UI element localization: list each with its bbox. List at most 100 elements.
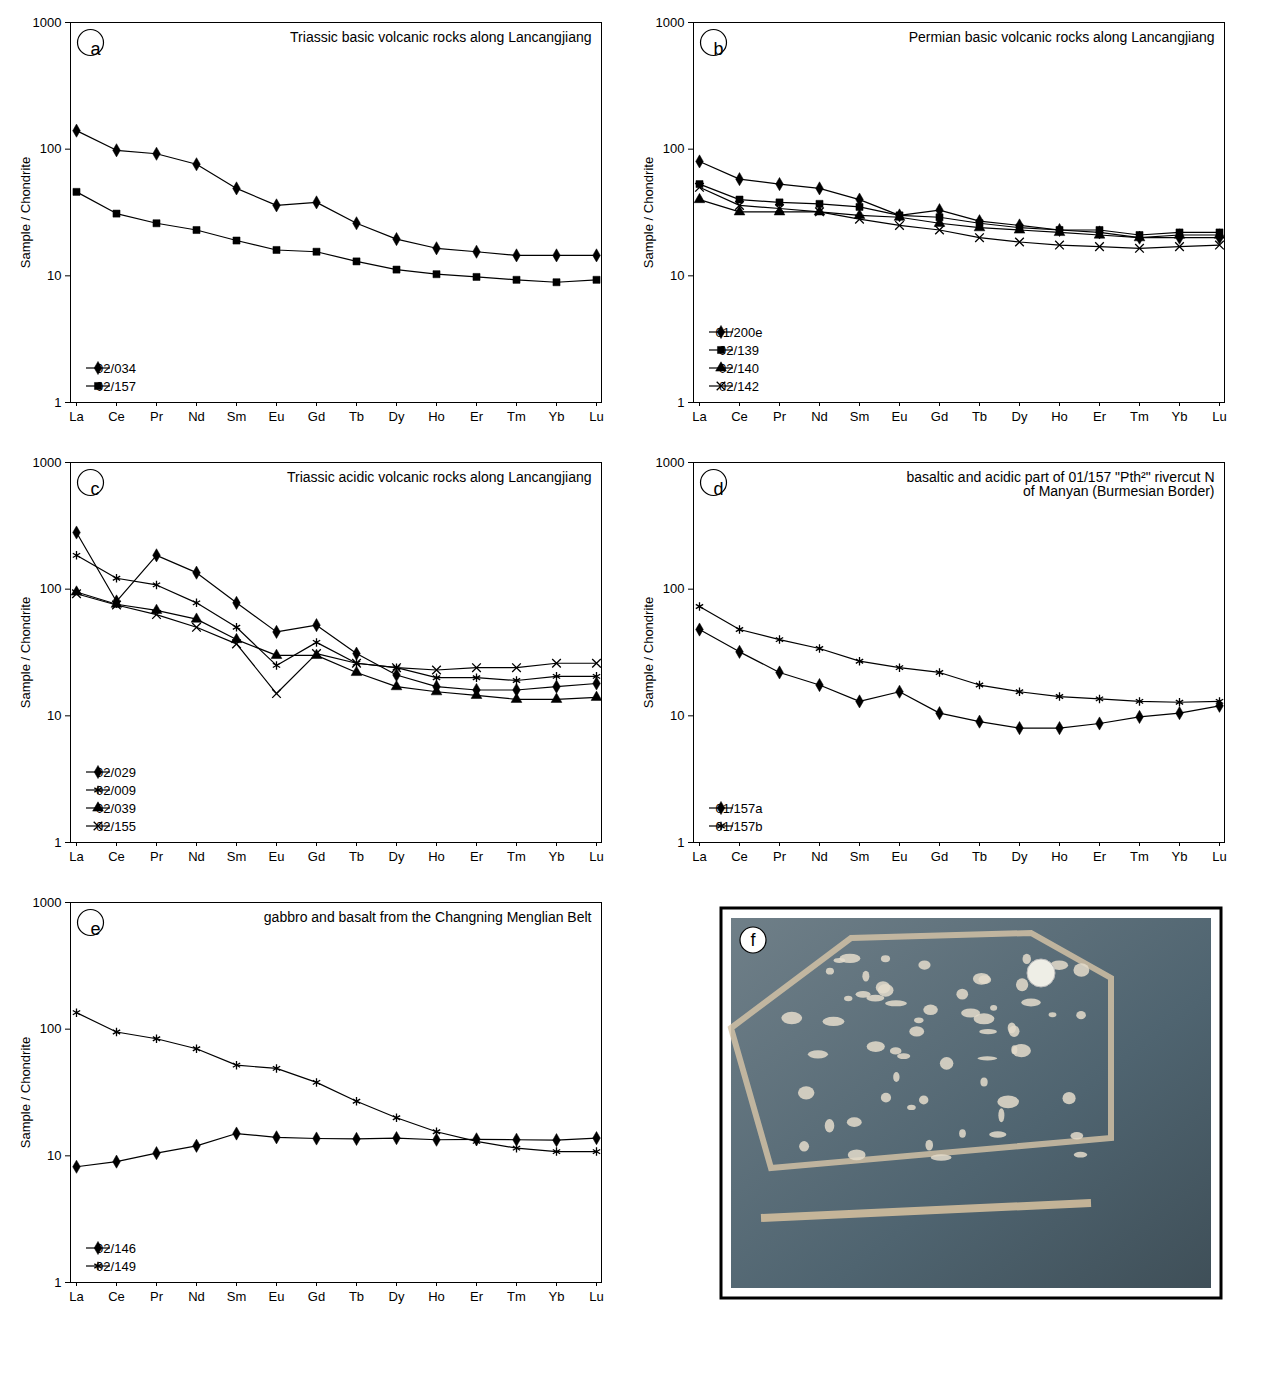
svg-text:Yb: Yb [549, 849, 565, 864]
svg-text:100: 100 [40, 141, 62, 156]
svg-text:Gd: Gd [931, 409, 948, 424]
svg-text:Gd: Gd [308, 409, 325, 424]
svg-text:Sm: Sm [850, 849, 870, 864]
svg-text:Dy: Dy [389, 849, 405, 864]
svg-text:La: La [692, 409, 707, 424]
svg-text:Pr: Pr [150, 1289, 164, 1304]
svg-text:d: d [714, 479, 724, 499]
svg-text:02/155: 02/155 [96, 819, 136, 834]
svg-text:Sm: Sm [850, 409, 870, 424]
svg-text:100: 100 [40, 1021, 62, 1036]
svg-text:Nd: Nd [811, 409, 828, 424]
svg-text:Ho: Ho [1051, 409, 1068, 424]
svg-text:Tb: Tb [972, 409, 987, 424]
svg-text:Er: Er [1093, 409, 1107, 424]
svg-text:02/142: 02/142 [719, 379, 759, 394]
svg-text:01/157a: 01/157a [716, 801, 764, 816]
svg-text:1000: 1000 [33, 895, 62, 910]
svg-text:Lu: Lu [1212, 409, 1226, 424]
svg-text:Tb: Tb [349, 409, 364, 424]
svg-text:Sm: Sm [227, 849, 247, 864]
svg-text:100: 100 [663, 141, 685, 156]
svg-text:La: La [69, 409, 84, 424]
svg-text:1000: 1000 [33, 15, 62, 30]
svg-text:basaltic and acidic part of 01: basaltic and acidic part of 01/157 "Pth²… [907, 469, 1215, 499]
svg-text:02/039: 02/039 [96, 801, 136, 816]
svg-text:Lu: Lu [589, 1289, 603, 1304]
svg-text:Nd: Nd [811, 849, 828, 864]
svg-text:Permian basic volcanic rocks a: Permian basic volcanic rocks along Lanca… [909, 29, 1215, 45]
svg-text:Tb: Tb [349, 849, 364, 864]
svg-text:La: La [69, 1289, 84, 1304]
svg-text:Ce: Ce [108, 849, 125, 864]
svg-text:Yb: Yb [1172, 849, 1188, 864]
svg-text:Pr: Pr [150, 849, 164, 864]
svg-text:01/200e: 01/200e [716, 325, 763, 340]
svg-text:Pr: Pr [150, 409, 164, 424]
svg-text:Yb: Yb [1172, 409, 1188, 424]
svg-text:Eu: Eu [892, 849, 908, 864]
svg-text:Eu: Eu [269, 1289, 285, 1304]
svg-text:Dy: Dy [1012, 849, 1028, 864]
svg-text:b: b [714, 39, 724, 59]
svg-text:Eu: Eu [269, 849, 285, 864]
svg-text:Triassic basic volcanic rocks: Triassic basic volcanic rocks along Lanc… [290, 29, 591, 45]
svg-text:100: 100 [663, 581, 685, 596]
svg-text:Yb: Yb [549, 1289, 565, 1304]
svg-text:Lu: Lu [589, 849, 603, 864]
svg-text:Tm: Tm [507, 849, 526, 864]
svg-text:Sample / Chondrite: Sample / Chondrite [18, 157, 33, 268]
svg-text:Nd: Nd [188, 1289, 205, 1304]
svg-text:1: 1 [54, 835, 61, 850]
svg-text:1000: 1000 [656, 455, 685, 470]
svg-text:Ce: Ce [731, 849, 748, 864]
svg-text:Tm: Tm [507, 1289, 526, 1304]
svg-text:02/034: 02/034 [96, 361, 136, 376]
svg-text:Ho: Ho [428, 849, 445, 864]
svg-text:Ce: Ce [108, 409, 125, 424]
svg-text:Triassic acidic volcanic rocks: Triassic acidic volcanic rocks along Lan… [287, 469, 592, 485]
svg-text:Ho: Ho [428, 409, 445, 424]
svg-text:1000: 1000 [656, 15, 685, 30]
svg-text:Sm: Sm [227, 1289, 247, 1304]
svg-text:a: a [91, 39, 102, 59]
svg-text:Yb: Yb [549, 409, 565, 424]
svg-text:Er: Er [470, 849, 484, 864]
svg-text:Tm: Tm [1130, 849, 1149, 864]
svg-text:02/149: 02/149 [96, 1259, 136, 1274]
svg-text:01/157b: 01/157b [716, 819, 763, 834]
svg-text:Tb: Tb [972, 849, 987, 864]
svg-text:100: 100 [40, 581, 62, 596]
svg-text:1: 1 [677, 395, 684, 410]
svg-text:Dy: Dy [389, 1289, 405, 1304]
svg-text:Er: Er [470, 1289, 484, 1304]
svg-text:Ce: Ce [108, 1289, 125, 1304]
svg-text:e: e [91, 919, 101, 939]
svg-text:Tm: Tm [507, 409, 526, 424]
svg-text:Eu: Eu [892, 409, 908, 424]
svg-text:Pr: Pr [773, 409, 787, 424]
svg-text:Dy: Dy [389, 409, 405, 424]
svg-text:Lu: Lu [589, 409, 603, 424]
svg-text:La: La [69, 849, 84, 864]
svg-text:Tm: Tm [1130, 409, 1149, 424]
svg-text:Pr: Pr [773, 849, 787, 864]
svg-text:Gd: Gd [931, 849, 948, 864]
svg-text:Eu: Eu [269, 409, 285, 424]
svg-text:1: 1 [54, 1275, 61, 1290]
svg-text:Sample / Chondrite: Sample / Chondrite [18, 597, 33, 708]
svg-text:f: f [750, 930, 756, 950]
svg-text:Dy: Dy [1012, 409, 1028, 424]
svg-text:02/146: 02/146 [96, 1241, 136, 1256]
svg-text:Er: Er [470, 409, 484, 424]
svg-text:1: 1 [677, 835, 684, 850]
svg-text:Ce: Ce [731, 409, 748, 424]
svg-text:Nd: Nd [188, 409, 205, 424]
svg-text:Gd: Gd [308, 849, 325, 864]
svg-text:1: 1 [54, 395, 61, 410]
svg-text:02/140: 02/140 [719, 361, 759, 376]
svg-text:02/157: 02/157 [96, 379, 136, 394]
svg-text:02/009: 02/009 [96, 783, 136, 798]
svg-text:Ho: Ho [428, 1289, 445, 1304]
svg-text:10: 10 [47, 268, 61, 283]
